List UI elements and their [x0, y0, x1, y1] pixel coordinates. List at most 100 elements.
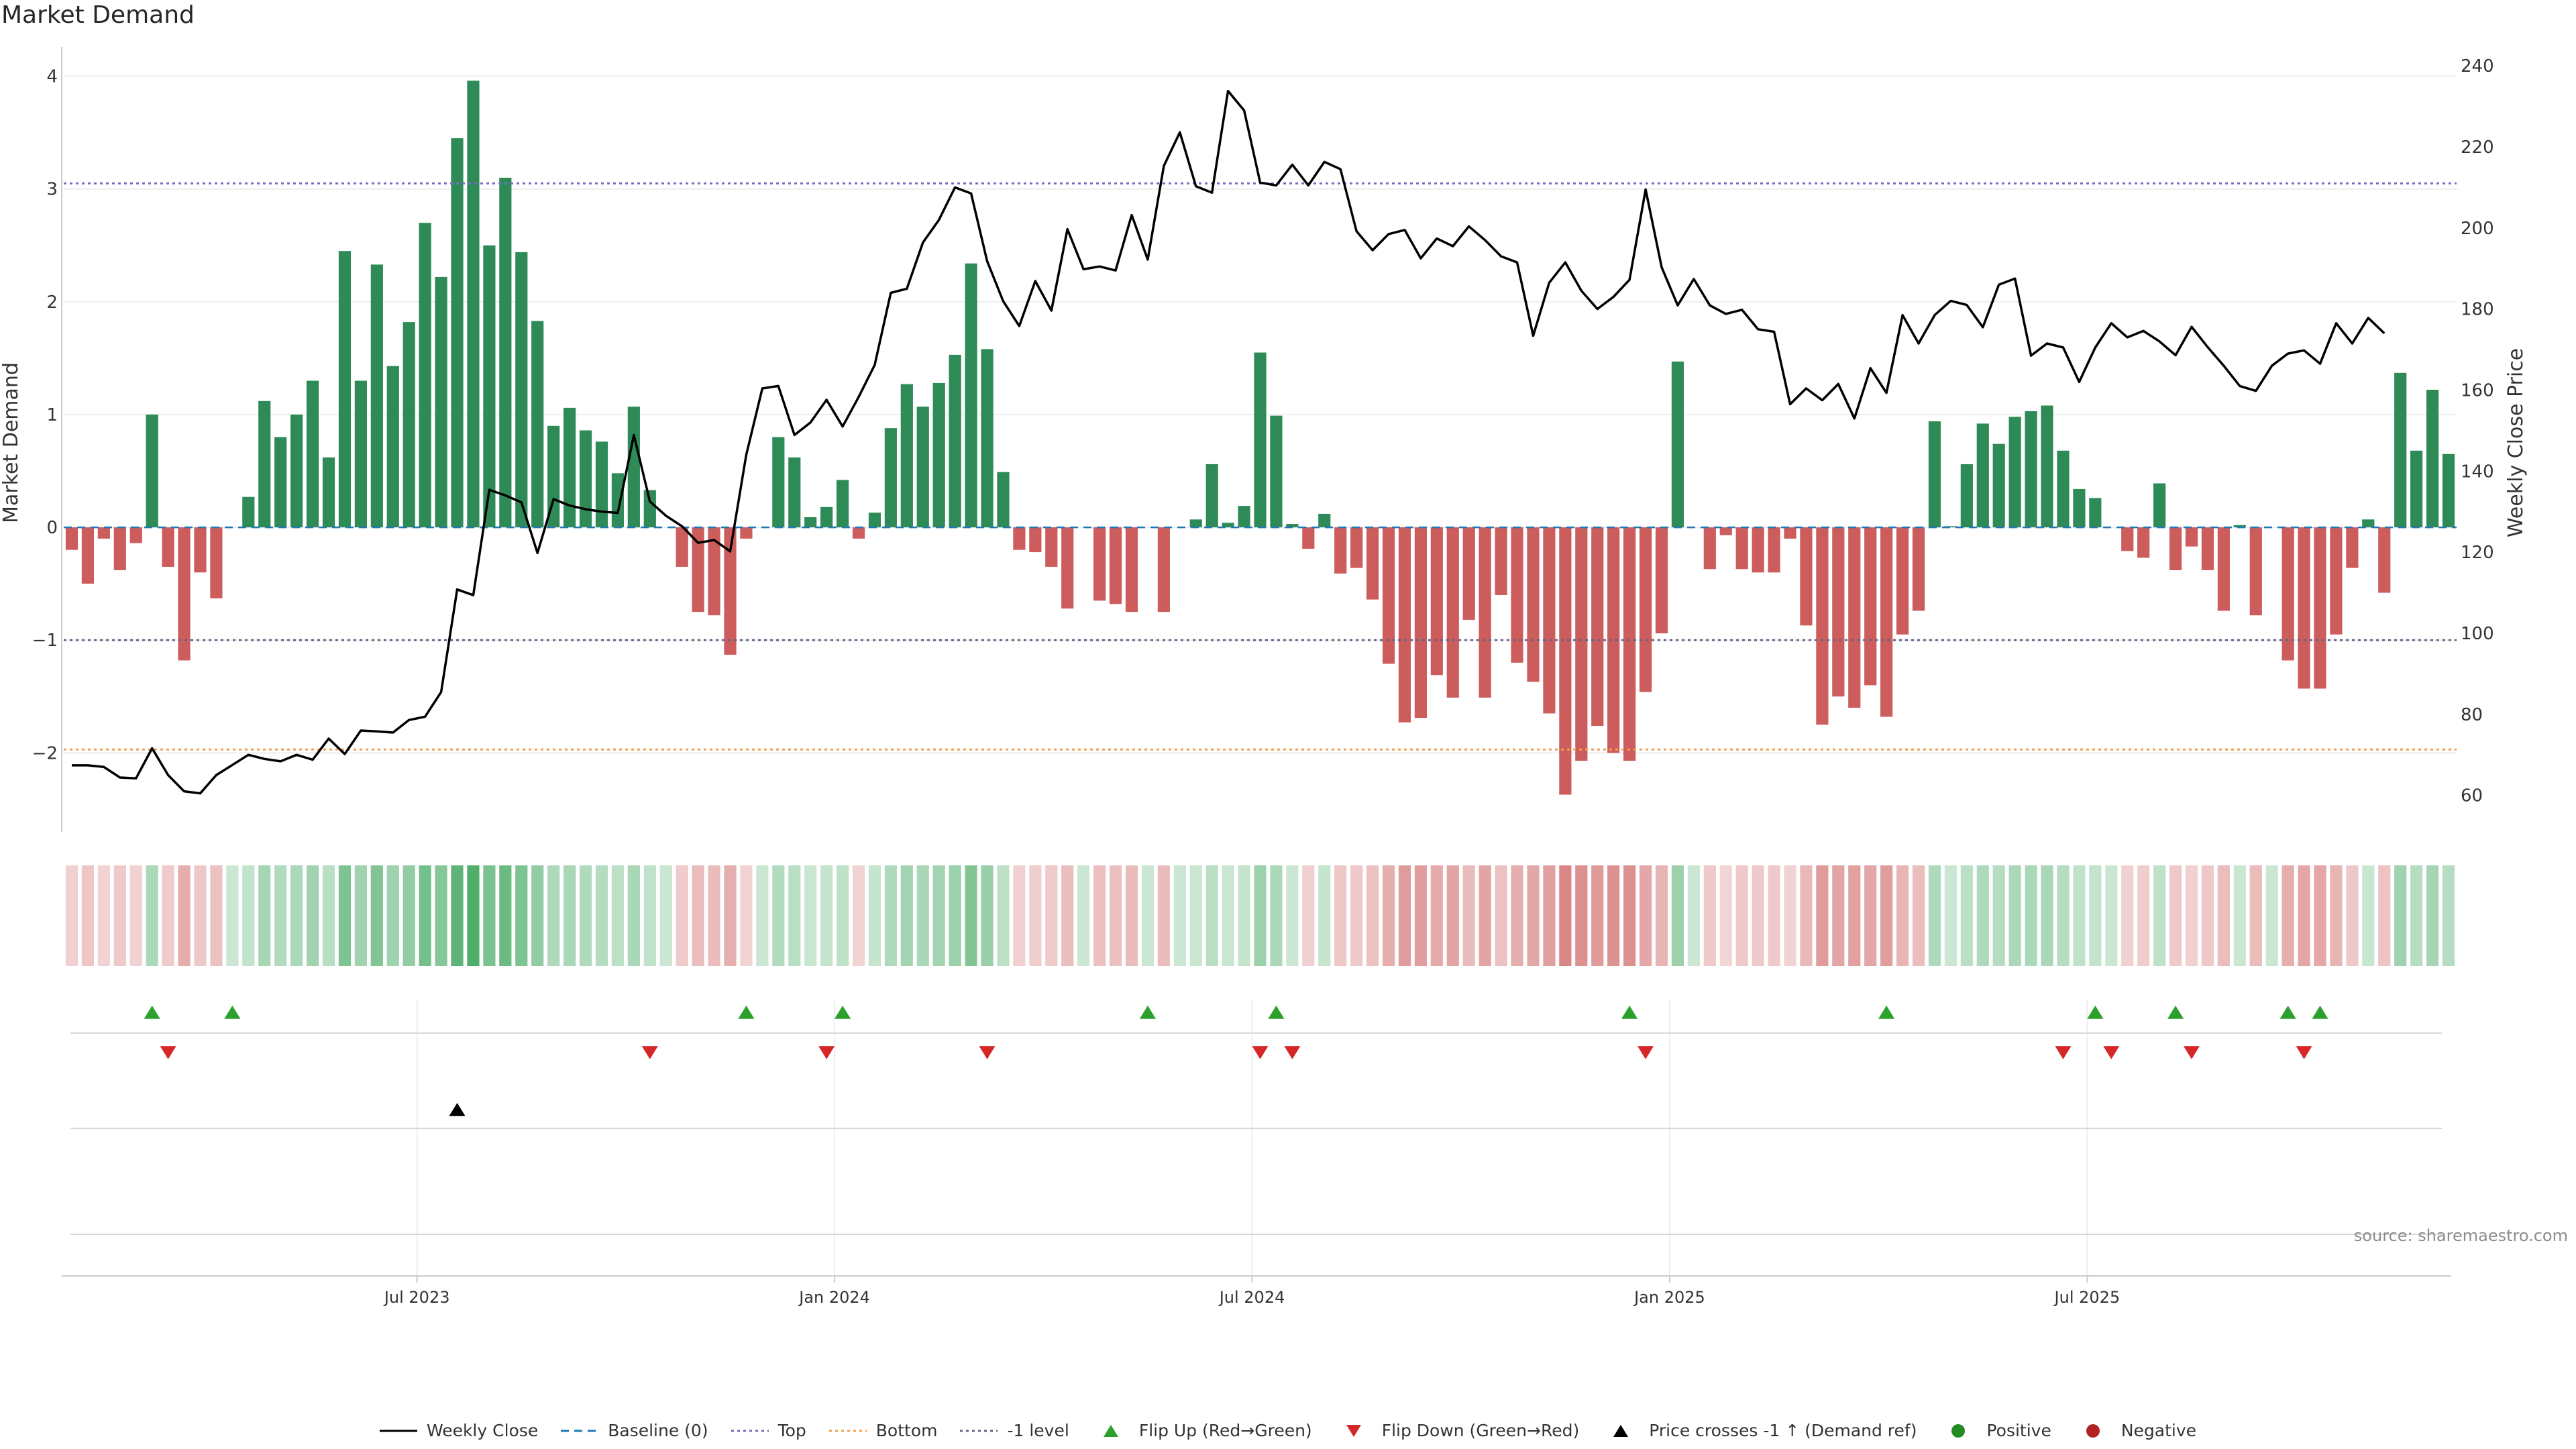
heat-cell	[1575, 865, 1588, 966]
heat-cell	[692, 865, 704, 966]
heat-cell	[1703, 865, 1716, 966]
chart-title: Market Demand	[1, 1, 195, 29]
y-tick-label: 4	[46, 67, 58, 87]
legend-symbol	[1951, 1424, 1966, 1438]
demand-bar	[1430, 527, 1443, 676]
demand-bar	[306, 380, 319, 528]
legend-item: -1 level	[960, 1421, 1069, 1440]
legend-symbol	[1103, 1424, 1118, 1437]
flip-up-marker	[738, 1006, 755, 1019]
heat-cell	[1639, 865, 1652, 966]
heat-cell	[1816, 865, 1829, 966]
demand-bar	[322, 457, 335, 528]
y-tick-label: 2	[46, 292, 58, 313]
demand-bar	[178, 527, 191, 661]
heat-cell	[290, 865, 303, 966]
demand-bar	[1559, 527, 1572, 795]
demand-bar	[1752, 527, 1764, 573]
heat-cell	[1157, 865, 1170, 966]
heat-cell	[2201, 865, 2214, 966]
demand-bar	[579, 430, 592, 528]
heat-cell	[1302, 865, 1315, 966]
demand-bar	[1816, 527, 1829, 725]
heat-cell	[338, 865, 352, 966]
flip-up-marker	[1139, 1006, 1157, 1019]
heat-cell	[1768, 865, 1780, 966]
source-note: source: sharemaestro.com	[2353, 1226, 2568, 1245]
legend-item: Positive	[1939, 1421, 2051, 1440]
heat-cell	[1511, 865, 1523, 966]
heat-cell	[611, 865, 625, 966]
demand-bar	[611, 473, 625, 528]
demand-bar	[1784, 527, 1796, 539]
demand-bar	[1238, 506, 1250, 528]
demand-bar	[1350, 527, 1363, 568]
legend-label: Negative	[2121, 1421, 2197, 1440]
heat-cell	[949, 865, 961, 966]
heat-cell	[435, 865, 447, 966]
legend-item: Weekly Close	[379, 1421, 539, 1440]
demand-bar	[2362, 519, 2375, 528]
demand-bar	[627, 407, 640, 528]
legend-label: Flip Up (Red→Green)	[1138, 1421, 1312, 1440]
demand-bar	[65, 527, 78, 550]
y-axis-label: Market Demand	[0, 362, 23, 523]
y2-axis-label: Weekly Close Price	[2504, 348, 2528, 537]
demand-bar	[820, 506, 833, 528]
y-tick-label: −2	[32, 743, 58, 763]
demand-bar	[852, 527, 865, 539]
demand-bar	[210, 527, 223, 598]
heat-cell	[595, 865, 608, 966]
heat-cell	[1735, 865, 1748, 966]
heat-cell	[708, 865, 720, 966]
heat-cell	[1398, 865, 1411, 966]
demand-bar	[692, 527, 704, 612]
demand-bar	[2378, 527, 2391, 593]
heat-cell	[1029, 865, 1042, 966]
legend-item: Flip Down (Green→Red)	[1335, 1421, 1580, 1440]
demand-bar	[1607, 527, 1620, 753]
demand-bar	[595, 441, 608, 528]
heat-cell	[1173, 865, 1186, 966]
heat-cell	[724, 865, 737, 966]
demand-bar	[836, 480, 849, 528]
heat-cell	[643, 865, 656, 966]
legend-symbol	[561, 1430, 599, 1432]
demand-bar	[1928, 421, 1941, 528]
legend-label: -1 level	[1007, 1421, 1069, 1440]
demand-bar	[531, 321, 544, 528]
heat-cell	[772, 865, 785, 966]
demand-bar	[643, 490, 656, 528]
demand-bar	[2233, 525, 2246, 528]
heat-cell	[2153, 865, 2166, 966]
flip-down-marker	[2183, 1046, 2200, 1059]
demand-bar	[1944, 526, 1957, 528]
heat-cell	[1462, 865, 1475, 966]
heat-cell	[1752, 865, 1764, 966]
heat-cell	[274, 865, 287, 966]
demand-bar	[2410, 450, 2423, 528]
demand-bar	[788, 457, 801, 528]
heat-cell	[1607, 865, 1620, 966]
heat-cell	[1719, 865, 1732, 966]
heat-cell	[2265, 865, 2278, 966]
heat-cell	[2105, 865, 2118, 966]
demand-bar	[1189, 519, 1202, 528]
flip-down-marker	[818, 1046, 835, 1059]
y2-tick-label: 120	[2461, 543, 2494, 563]
heat-cell	[113, 865, 126, 966]
demand-bar	[1992, 443, 2005, 528]
heat-cell	[1189, 865, 1202, 966]
legend-label: Flip Down (Green→Red)	[1381, 1421, 1580, 1440]
legend-label: Weekly Close	[426, 1421, 539, 1440]
demand-bar	[370, 264, 383, 528]
heat-cell	[178, 865, 191, 966]
heat-cell	[1960, 865, 1973, 966]
legend-item: Top	[731, 1421, 806, 1440]
demand-bar	[932, 382, 945, 528]
demand-bar	[1157, 527, 1170, 612]
demand-bar	[2057, 450, 2070, 528]
demand-bar	[2426, 389, 2439, 528]
demand-bar	[2008, 417, 2021, 528]
heat-cell	[804, 865, 817, 966]
